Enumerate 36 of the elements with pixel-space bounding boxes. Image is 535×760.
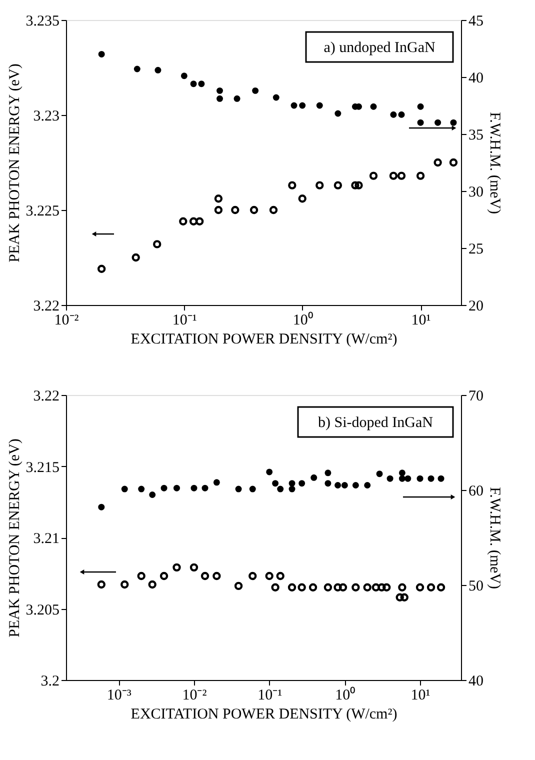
- y-tick-label: 3.215: [26, 460, 60, 476]
- y2-axis-title: F.W.H.M. (meV): [486, 487, 502, 589]
- y2-tick-label: 30: [468, 184, 484, 200]
- y-axis-title: PEAK PHOTON ENERGY (eV): [6, 64, 23, 262]
- y-tick-label: 3.2: [40, 674, 60, 690]
- y-tick-label: 3.23: [33, 108, 60, 124]
- x-tick-label: 10⁻³: [106, 688, 132, 704]
- annotation: a) undoped InGaN: [324, 40, 436, 56]
- annotation: b) Si-doped InGaN: [318, 415, 434, 431]
- x-axis-title: EXCITATION POWER DENSITY (W/cm²): [130, 332, 398, 348]
- x-tick-label: 10⁻²: [182, 688, 208, 704]
- y2-tick-label: 60: [468, 484, 484, 500]
- y2-tick-label: 35: [468, 128, 484, 144]
- x-tick-label: 10⁻¹: [172, 312, 197, 328]
- x-tick-label: 10⁻²: [54, 312, 80, 328]
- y2-tick-label: 50: [468, 578, 484, 594]
- y-tick-label: 3.225: [26, 204, 60, 220]
- y2-axis-title: F.W.H.M. (meV): [486, 112, 502, 214]
- x-tick-label: 10¹: [410, 688, 430, 704]
- y-tick-label: 3.22: [33, 298, 60, 314]
- y2-tick-label: 70: [468, 388, 484, 404]
- y-tick-label: 3.235: [26, 14, 60, 30]
- x-tick-label: 10⁰: [335, 686, 356, 704]
- y-tick-label: 3.205: [26, 602, 60, 618]
- x-axis-title: EXCITATION POWER DENSITY (W/cm²): [130, 706, 398, 722]
- y2-tick-label: 40: [468, 674, 484, 690]
- y2-tick-label: 45: [468, 14, 484, 30]
- y2-tick-label: 20: [468, 298, 484, 314]
- y-tick-label: 3.22: [33, 388, 60, 404]
- x-tick-label: 10¹: [411, 312, 431, 328]
- y2-tick-label: 40: [468, 70, 484, 86]
- y-axis-title: PEAK PHOTON ENERGY (eV): [6, 438, 23, 638]
- y-tick-label: 3.21: [33, 531, 60, 547]
- x-tick-label: 10⁻¹: [258, 688, 282, 704]
- y2-tick-label: 25: [468, 242, 484, 258]
- x-tick-label: 10⁰: [292, 312, 313, 328]
